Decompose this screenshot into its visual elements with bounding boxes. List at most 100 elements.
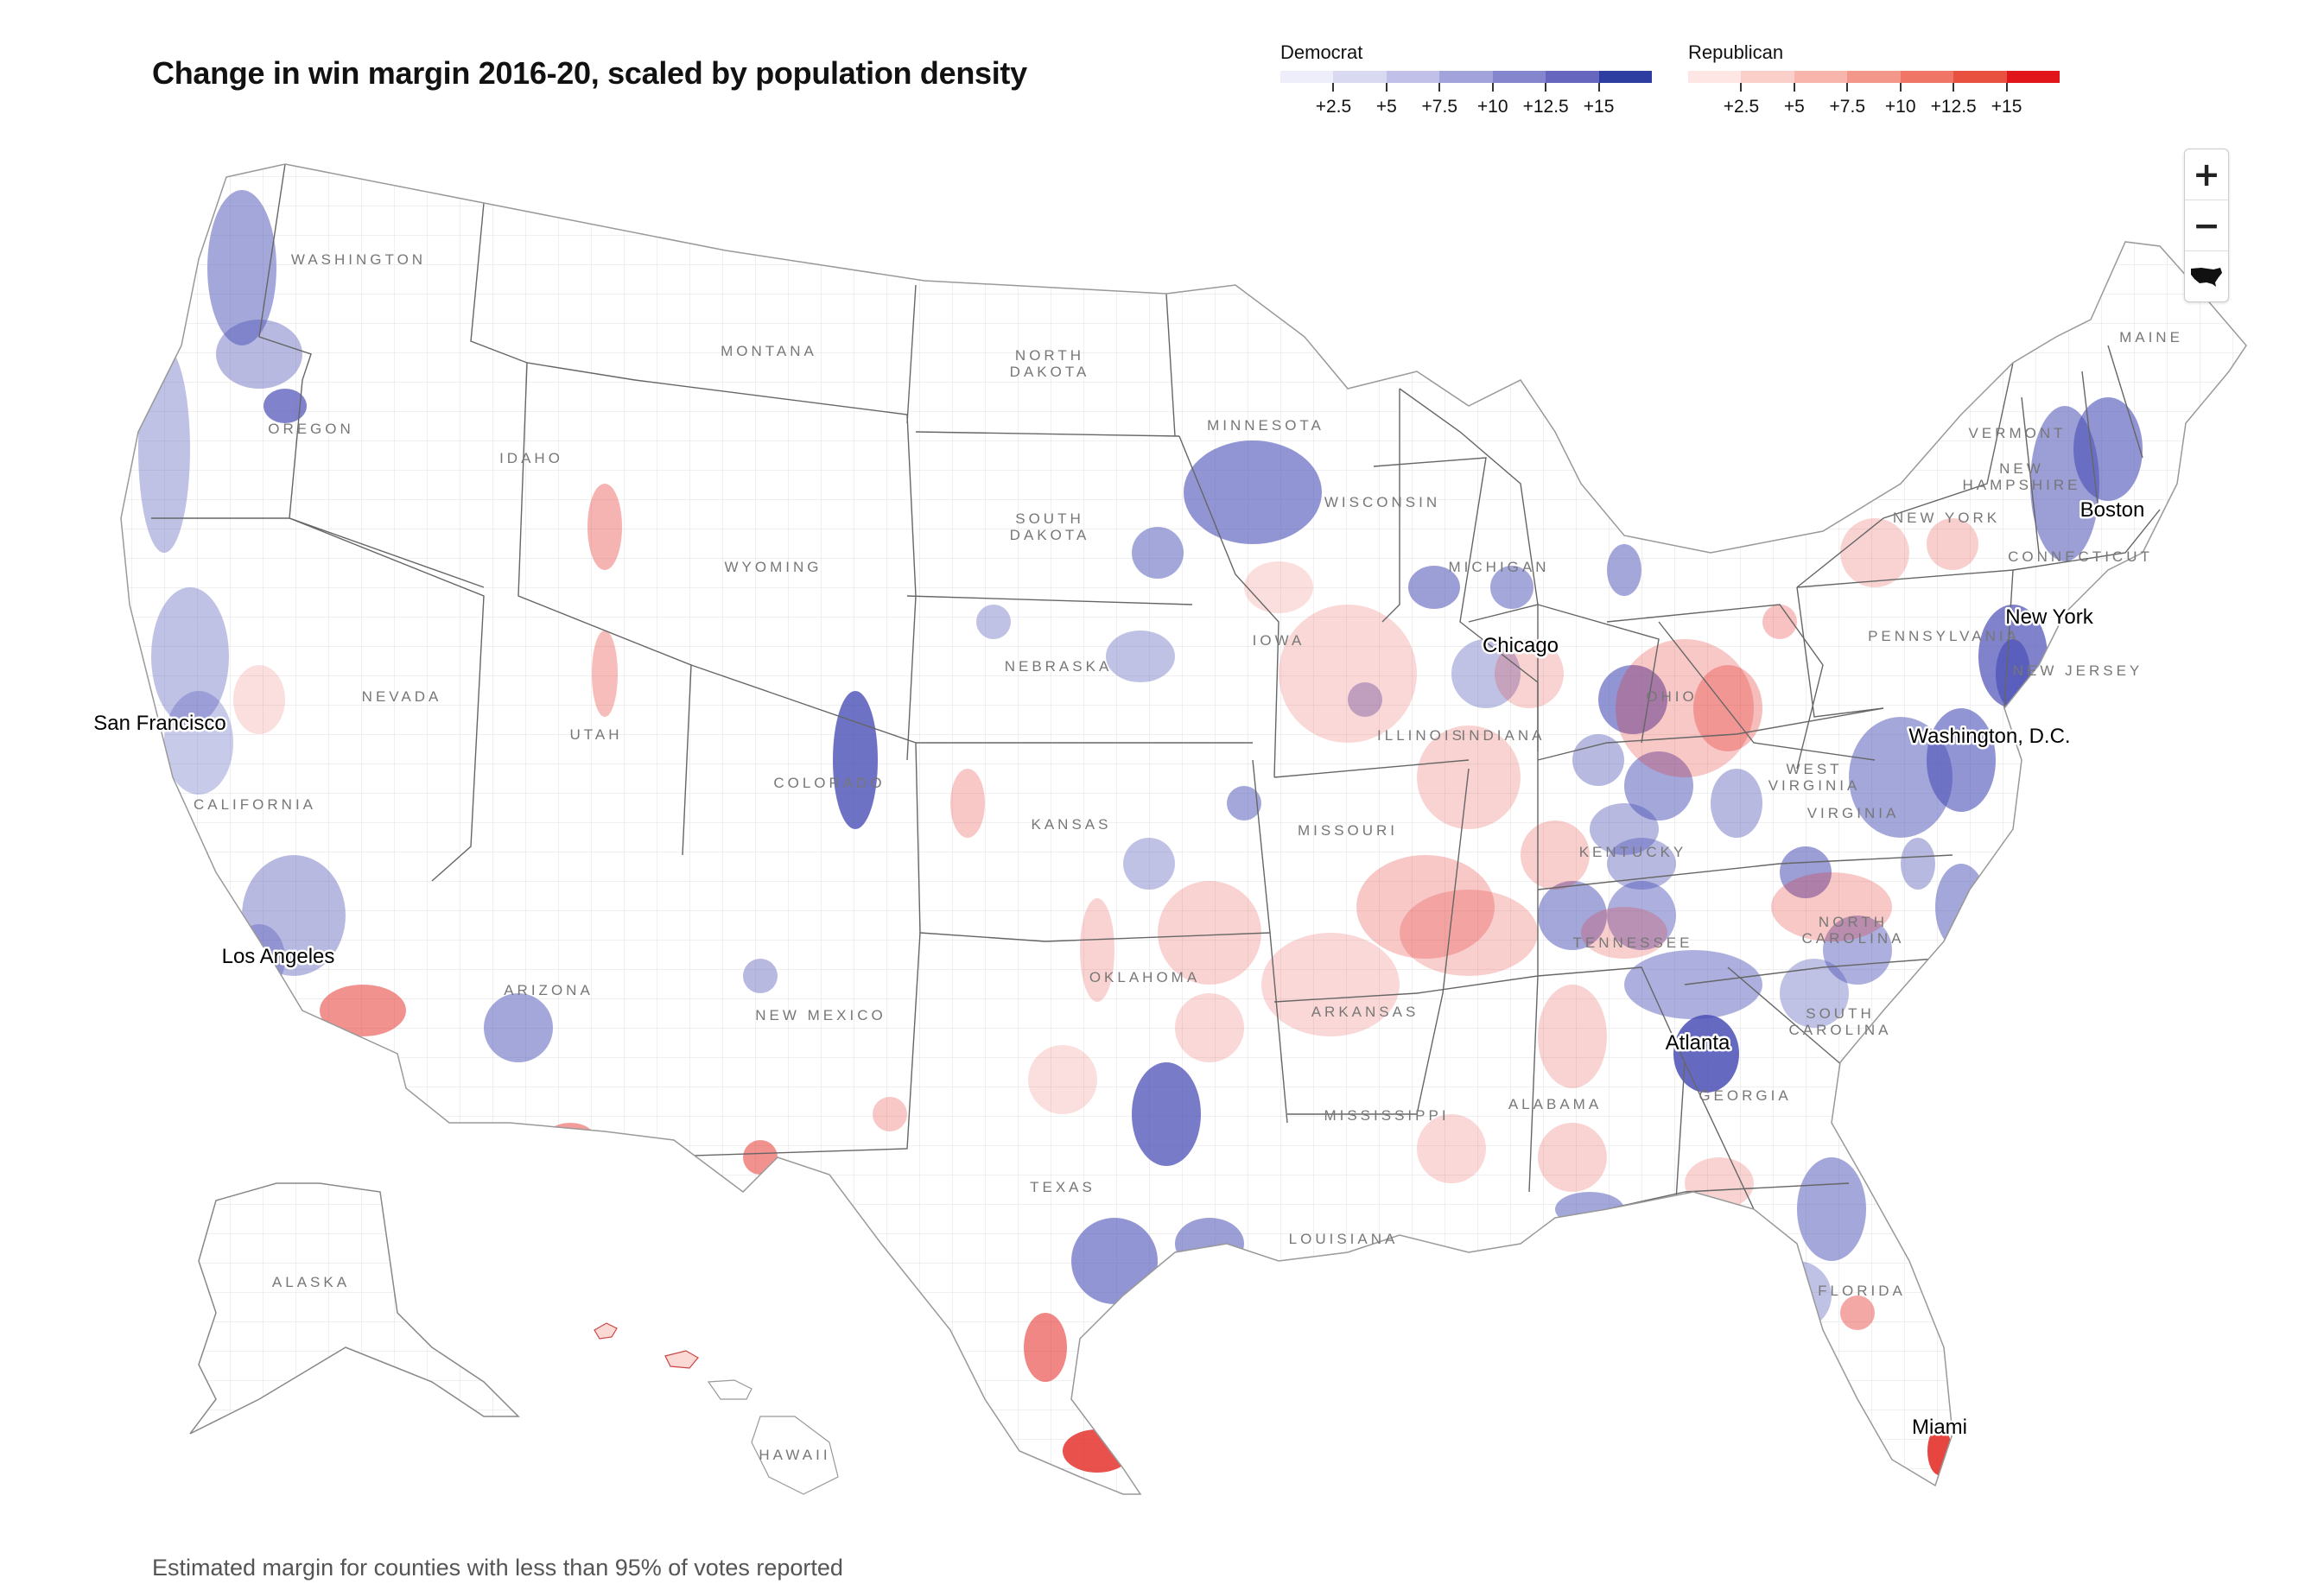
state-label: NEVADA [362, 688, 442, 705]
democrat-ramp-step [1598, 71, 1652, 83]
zoom-in-button[interactable]: + [2185, 149, 2228, 200]
state-label: NORTH DAKOTA [1010, 347, 1090, 380]
city-label: Washington, D.C. [1908, 725, 2070, 748]
state-label: CONNECTICUT [2008, 548, 2153, 565]
state-label: MONTANA [721, 343, 817, 359]
republican-ramp-step [1741, 71, 1794, 83]
republican-tick-mark [1953, 83, 1955, 92]
state-label: HAWAII [759, 1447, 830, 1463]
city-labels: San Francisco Los Angeles Chicago New York B… [92, 497, 2147, 1441]
city-label: Atlanta [1666, 1031, 1730, 1055]
usa-map-icon [2191, 268, 2222, 287]
chart-title: Change in win margin 2016-20, scaled by … [152, 55, 1027, 91]
republican-tick-mark [1846, 83, 1849, 92]
state-label: COLORADO [773, 775, 885, 791]
democrat-tick-mark [1545, 83, 1547, 92]
republican-legend-ticks: +2.5 +5 +7.5 +10 +12.5 +15 [1688, 83, 2060, 117]
democrat-ramp-step [1280, 71, 1334, 83]
republican-ramp-step [1688, 71, 1742, 83]
city-label: Miami [1912, 1416, 1967, 1439]
hawaii-shape [594, 1322, 839, 1495]
state-label: NEW YORK [1893, 510, 2000, 526]
footnote: Estimated margin for counties with less … [152, 1555, 843, 1581]
democrat-legend-title: Democrat [1280, 41, 1363, 63]
state-label: TEXAS [1030, 1179, 1095, 1195]
state-label: PENNSYLVANIA [1868, 628, 2020, 644]
city-label: Boston [2080, 498, 2145, 522]
state-label: LOUISIANA [1289, 1231, 1399, 1247]
alaska-shape [189, 1182, 520, 1435]
state-label: INDIANA [1462, 727, 1546, 744]
state-label: FLORIDA [1818, 1283, 1906, 1299]
republican-tick-mark [1899, 83, 1902, 92]
republican-tick-label: +12.5 [1930, 97, 1977, 117]
democrat-tick-label: +10 [1476, 97, 1508, 117]
democrat-tick-label: +15 [1583, 97, 1615, 117]
republican-tick-label: +7.5 [1829, 97, 1866, 117]
state-label: OKLAHOMA [1089, 969, 1200, 985]
democrat-tick-mark [1491, 83, 1494, 92]
republican-ramp-step [1953, 71, 2007, 83]
democrat-ramp-step [1546, 71, 1599, 83]
republican-color-ramp [1688, 71, 2060, 83]
state-label: ALABAMA [1508, 1096, 1602, 1112]
state-label: MAINE [2119, 329, 2183, 345]
democrat-ramp-step [1333, 71, 1387, 83]
democrat-tick-label: +7.5 [1421, 97, 1458, 117]
state-label: WISCONSIN [1324, 494, 1440, 510]
city-label: New York [2005, 605, 2093, 629]
democrat-tick-mark [1597, 83, 1600, 92]
democrat-ramp-step [1439, 71, 1493, 83]
republican-tick-label: +15 [1991, 97, 2022, 117]
state-label: IDAHO [499, 450, 563, 466]
state-label: NEW HAMPSHIRE [1962, 460, 2080, 493]
democrat-ramp-step [1386, 71, 1440, 83]
democrat-ramp-step [1492, 71, 1546, 83]
state-labels: WASHINGTON OREGON CALIFORNIA NEVADA IDAHO MON… [194, 251, 2183, 1463]
state-label: IOWA [1253, 632, 1305, 649]
state-label: MISSISSIPPI [1324, 1107, 1449, 1124]
republican-ramp-step [1847, 71, 1901, 83]
republican-legend: Republican +2.5 +5 +7.5 +10 +12.5 +15 [1688, 41, 2060, 117]
democrat-tick-label: +5 [1375, 97, 1397, 117]
state-label: NORTH CAROLINA [1802, 914, 1905, 947]
reset-view-button[interactable] [2185, 251, 2228, 301]
state-label: WEST VIRGINIA [1768, 761, 1861, 794]
republican-ramp-step [1900, 71, 1954, 83]
democrat-tick-mark [1385, 83, 1387, 92]
city-label: Los Angeles [222, 945, 335, 968]
republican-ramp-step [2006, 71, 2060, 83]
city-label: Chicago [1483, 634, 1559, 657]
state-label: OHIO [1646, 688, 1697, 705]
democrat-tick-label: +2.5 [1315, 97, 1352, 117]
state-label: ARKANSAS [1311, 1004, 1419, 1020]
state-label: TENNESSEE [1573, 935, 1693, 951]
state-label: NEW MEXICO [755, 1007, 886, 1023]
republican-tick-label: +5 [1783, 97, 1805, 117]
democrat-tick-label: +12.5 [1522, 97, 1569, 117]
zoom-out-button[interactable]: − [2185, 200, 2228, 251]
democrat-tick-mark [1438, 83, 1441, 92]
state-label: KENTUCKY [1579, 844, 1687, 860]
state-label: MINNESOTA [1207, 417, 1324, 434]
state-label: OREGON [268, 421, 354, 437]
state-label: GEORGIA [1699, 1087, 1791, 1104]
state-label: VERMONT [1969, 425, 2067, 441]
state-label: VIRGINIA [1807, 805, 1900, 821]
state-label: NEW JERSEY [2013, 662, 2143, 679]
state-label: CALIFORNIA [194, 796, 316, 813]
state-label: WASHINGTON [291, 251, 426, 268]
state-label: WYOMING [725, 559, 822, 575]
democrat-legend-ticks: +2.5 +5 +7.5 +10 +12.5 +15 [1280, 83, 1652, 117]
state-label: ARIZONA [504, 982, 594, 998]
state-label: SOUTH DAKOTA [1010, 510, 1090, 543]
state-label: MICHIGAN [1449, 559, 1550, 575]
state-label: NEBRASKA [1005, 658, 1113, 675]
state-label: MISSOURI [1298, 822, 1398, 839]
republican-legend-title: Republican [1688, 41, 1784, 63]
city-label: San Francisco [93, 712, 225, 735]
democrat-legend: Democrat +2.5 +5 +7.5 +10 +12.5 +15 [1280, 41, 1652, 117]
zoom-controls: + − [2184, 149, 2229, 302]
republican-ramp-step [1794, 71, 1848, 83]
